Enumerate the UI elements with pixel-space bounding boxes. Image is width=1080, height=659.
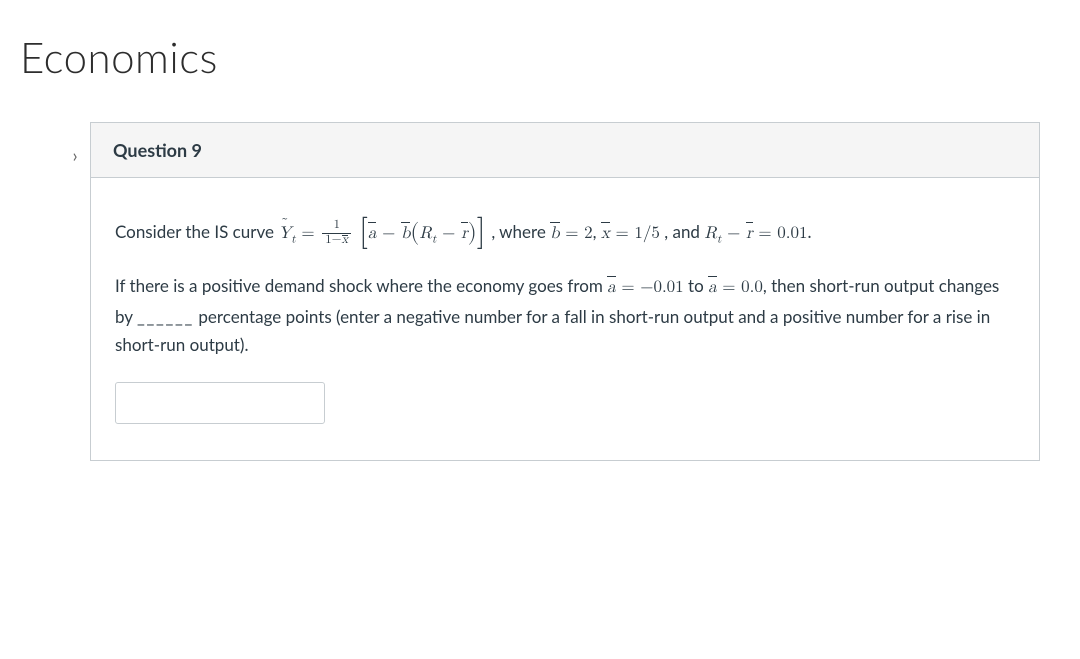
where-text: , where (491, 221, 550, 242)
question-paragraph-2: If there is a positive demand shock wher… (115, 272, 1015, 361)
p2-text-c: percentage points (enter a negative numb… (115, 306, 990, 356)
question-header: Question 9 (91, 123, 1039, 178)
question-body: Consider the IS curve Yt = 11−x [a − b(R… (91, 178, 1039, 460)
param-r-diff: Rt − r = 0.01 (704, 225, 807, 242)
and-text: , and (664, 221, 704, 242)
to-text: to (688, 275, 708, 296)
param-x: x = 1/5 (601, 225, 660, 242)
a-from: a = −0.01 (607, 279, 684, 296)
blank-placeholder: ______ (137, 306, 194, 327)
page-title: Economics (20, 32, 1060, 82)
question-container: › Question 9 Consider the IS curve Yt = … (60, 122, 1060, 461)
param-b: b = 2 (550, 225, 593, 242)
question-paragraph-1: Consider the IS curve Yt = 11−x [a − b(R… (115, 218, 1015, 250)
a-to: a = 0.0 (708, 279, 763, 296)
expand-arrow-icon[interactable]: › (60, 122, 90, 166)
lead-text: Consider the IS curve (115, 221, 278, 242)
p2-text-a: If there is a positive demand shock wher… (115, 275, 607, 296)
answer-input[interactable] (115, 382, 325, 424)
equation-is-curve: Yt = 11−x [a − b(Rt − r)] (278, 225, 491, 242)
question-box: Question 9 Consider the IS curve Yt = 11… (90, 122, 1040, 461)
